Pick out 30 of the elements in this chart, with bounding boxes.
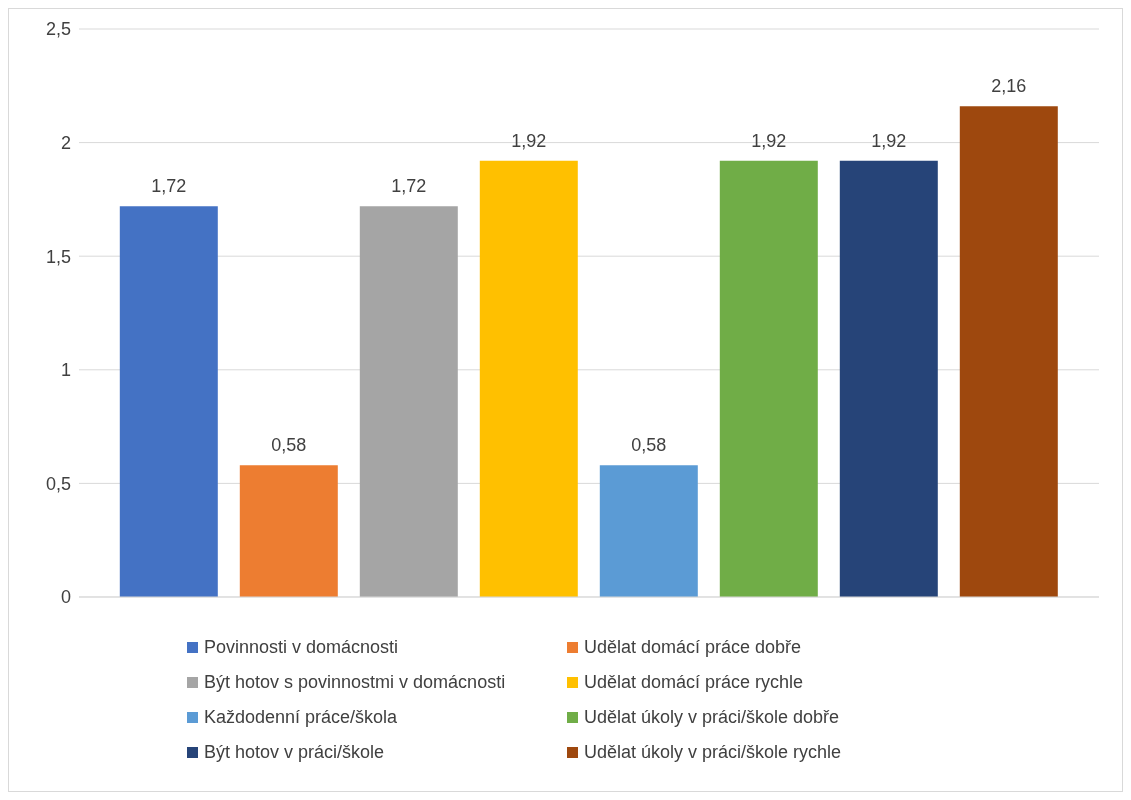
y-tick-label: 0,5 [45,473,71,494]
data-label: 2,16 [991,76,1027,97]
legend-label: Povinnosti v domácnosti [204,637,399,658]
data-label: 1,92 [511,130,547,151]
data-label: 1,92 [871,130,907,151]
data-label: 0,58 [271,435,307,456]
legend-label: Udělat úkoly v práci/škole dobře [584,707,840,728]
legend-label: Být hotov v práci/škole [204,742,385,763]
y-tick-label: 1,5 [45,246,71,267]
data-label: 1,92 [751,130,787,151]
y-tick-label: 1 [60,360,71,381]
bar [479,160,578,597]
bar [239,465,338,597]
bar [599,465,698,597]
legend-label: Udělat domácí práce rychle [584,672,804,693]
data-label: 1,72 [391,176,427,197]
bar [719,160,818,597]
y-tick-label: 2 [60,132,71,153]
y-tick-label: 0 [60,587,71,608]
bar [119,206,218,597]
legend-label: Udělat domácí práce dobře [584,637,802,658]
data-label: 0,58 [631,435,667,456]
legend-label: Být hotov s povinnostmi v domácnosti [204,672,506,693]
bar [359,206,458,597]
bar [839,160,938,597]
legend-label: Udělat úkoly v práci/škole rychle [584,742,842,763]
legend-label: Každodenní práce/škola [204,707,398,728]
bar [959,106,1058,597]
y-tick-label: 2,5 [45,19,71,40]
data-label: 1,72 [151,176,187,197]
